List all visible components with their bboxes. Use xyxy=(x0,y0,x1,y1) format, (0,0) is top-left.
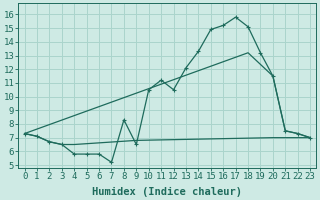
X-axis label: Humidex (Indice chaleur): Humidex (Indice chaleur) xyxy=(92,186,242,197)
